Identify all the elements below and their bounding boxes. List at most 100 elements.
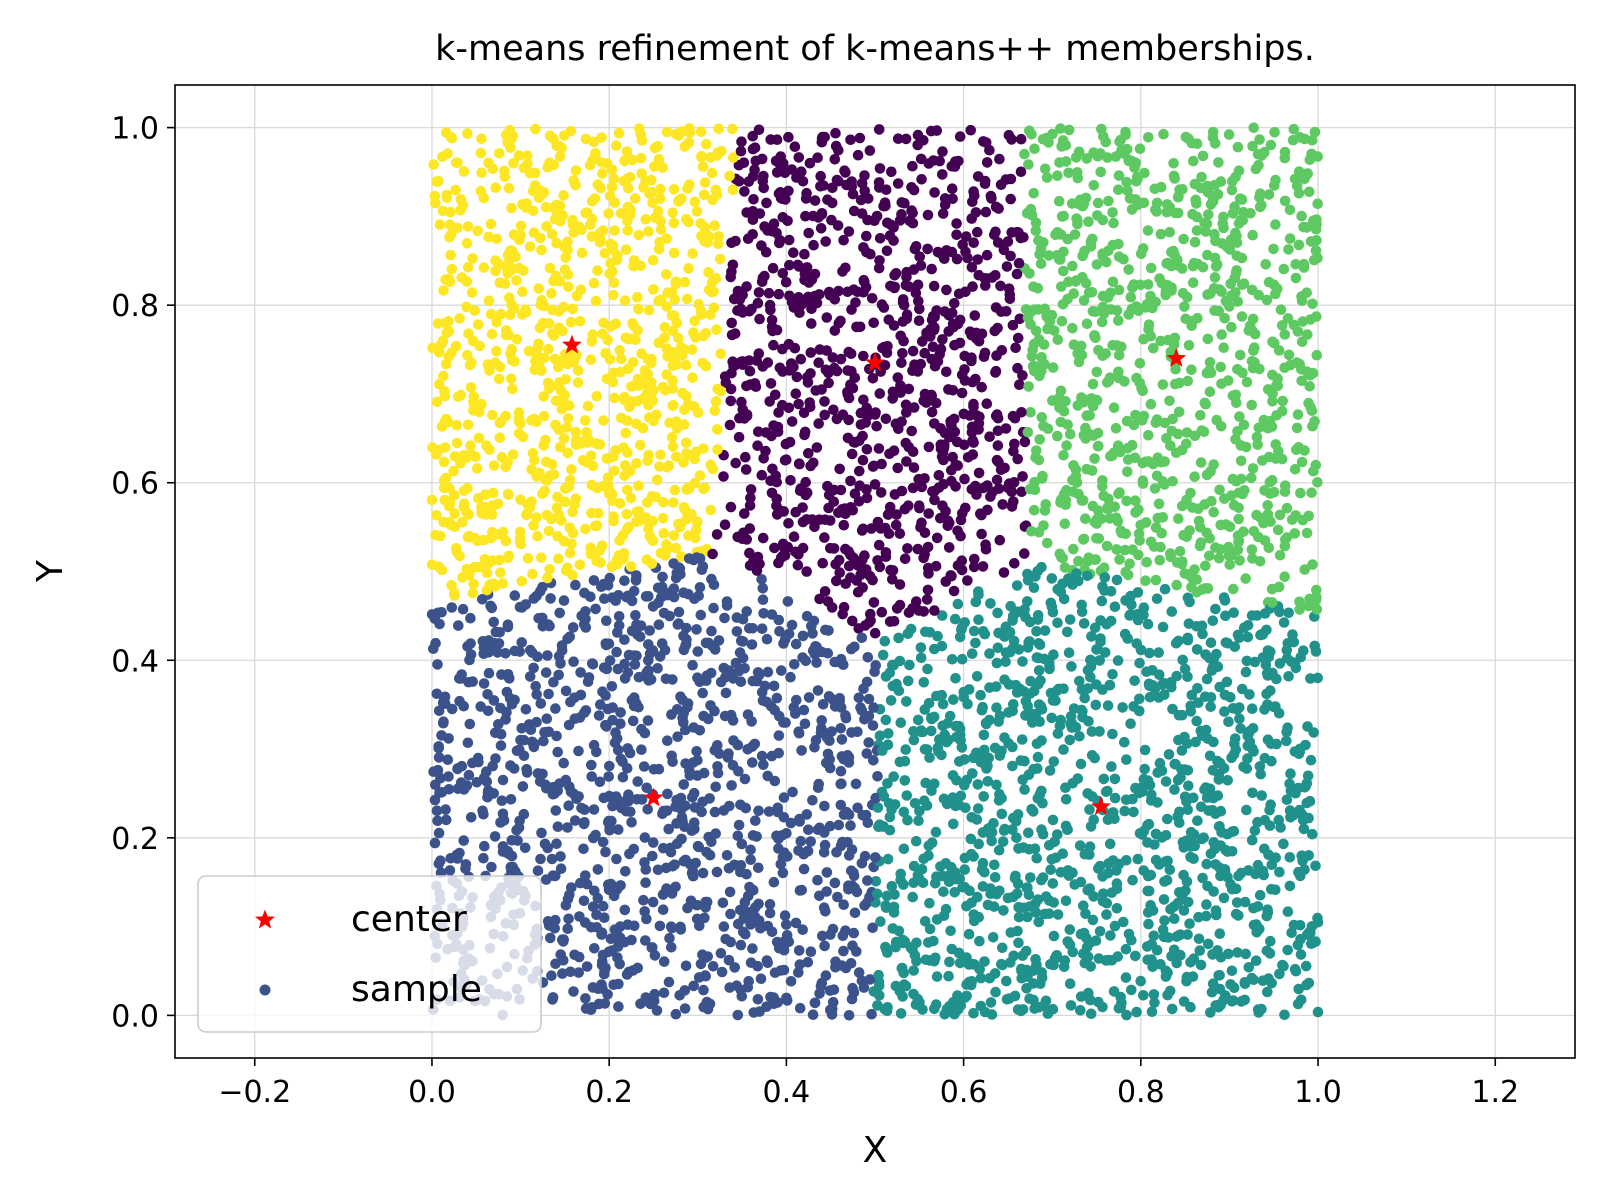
sample-point: [697, 687, 708, 699]
sample-point: [1063, 124, 1075, 136]
sample-point: [1036, 412, 1048, 423]
sample-point: [1005, 600, 1016, 612]
sample-point: [1297, 514, 1309, 526]
sample-point: [1040, 891, 1052, 902]
sample-point: [908, 462, 920, 473]
sample-point: [1296, 375, 1307, 387]
sample-point: [687, 248, 698, 259]
sample-point: [552, 785, 563, 797]
sample-point: [543, 318, 555, 329]
sample-point: [992, 607, 1003, 619]
sample-point: [1270, 219, 1281, 230]
sample-point: [834, 567, 845, 578]
sample-point: [1063, 647, 1075, 658]
sample-point: [863, 693, 875, 705]
sample-point: [1218, 763, 1230, 774]
sample-point: [1209, 272, 1221, 283]
sample-point: [794, 959, 806, 970]
sample-point: [501, 706, 512, 718]
sample-point: [736, 838, 748, 850]
sample-point: [836, 734, 848, 745]
sample-point: [950, 673, 961, 684]
sample-point: [1064, 978, 1076, 989]
sample-point: [1058, 265, 1069, 277]
sample-point: [1047, 814, 1059, 826]
sample-point: [1191, 198, 1202, 209]
sample-point: [1005, 193, 1016, 205]
sample-point: [1284, 852, 1296, 863]
sample-point: [971, 671, 983, 682]
sample-point: [606, 181, 618, 193]
sample-point: [432, 444, 444, 456]
sample-point: [1291, 444, 1302, 456]
sample-point: [852, 586, 864, 598]
sample-point: [829, 154, 841, 165]
sample-point: [901, 271, 912, 283]
sample-point: [821, 867, 833, 878]
sample-point: [718, 921, 730, 932]
sample-point: [1023, 381, 1034, 392]
sample-point: [1008, 950, 1019, 962]
sample-point: [1034, 249, 1045, 260]
sample-point: [1168, 245, 1179, 257]
sample-point: [968, 561, 980, 573]
sample-point: [1250, 955, 1262, 966]
sample-point: [1246, 703, 1258, 714]
sample-point: [1188, 829, 1200, 840]
sample-point: [443, 316, 454, 327]
sample-point: [1031, 852, 1042, 864]
sample-point: [636, 744, 647, 755]
sample-point: [951, 218, 962, 229]
sample-point: [680, 359, 692, 371]
sample-point: [546, 288, 557, 299]
sample-point: [473, 493, 484, 504]
sample-point: [1111, 544, 1122, 555]
sample-point: [773, 407, 784, 418]
sample-point: [542, 650, 553, 661]
sample-point: [1155, 228, 1167, 240]
sample-point: [1239, 978, 1251, 990]
sample-point: [513, 413, 525, 425]
sample-point: [725, 383, 737, 395]
sample-point: [667, 360, 679, 371]
sample-point: [976, 381, 987, 393]
sample-point: [511, 745, 523, 757]
sample-point: [880, 900, 891, 911]
sample-point: [605, 238, 616, 250]
sample-point: [910, 999, 922, 1010]
sample-point: [857, 430, 868, 442]
sample-point: [1291, 180, 1303, 192]
sample-point: [623, 795, 634, 807]
sample-point: [1017, 370, 1028, 381]
sample-point: [747, 943, 758, 954]
sample-point: [900, 744, 911, 755]
sample-point: [1076, 684, 1088, 695]
sample-point: [1268, 486, 1280, 498]
sample-point: [890, 268, 902, 279]
sample-point: [1073, 488, 1084, 500]
sample-point: [1169, 173, 1180, 184]
sample-point: [1121, 143, 1133, 155]
sample-point: [1134, 657, 1145, 669]
sample-point: [720, 687, 732, 699]
sample-point: [875, 487, 887, 498]
sample-point: [612, 882, 624, 893]
sample-point: [899, 755, 911, 767]
sample-point: [811, 442, 823, 453]
sample-point: [753, 862, 764, 874]
sample-point: [1112, 516, 1124, 527]
sample-point: [992, 440, 1004, 451]
sample-point: [525, 724, 537, 735]
sample-point: [643, 675, 654, 686]
sample-point: [517, 286, 528, 298]
sample-point: [874, 255, 885, 266]
sample-point: [622, 447, 633, 458]
sample-point: [667, 207, 678, 218]
sample-point: [1189, 178, 1201, 190]
sample-point: [992, 425, 1004, 437]
sample-point: [960, 231, 972, 242]
sample-point: [1008, 496, 1019, 507]
sample-point: [640, 214, 652, 225]
sample-point: [1207, 765, 1219, 776]
sample-point: [647, 254, 659, 266]
